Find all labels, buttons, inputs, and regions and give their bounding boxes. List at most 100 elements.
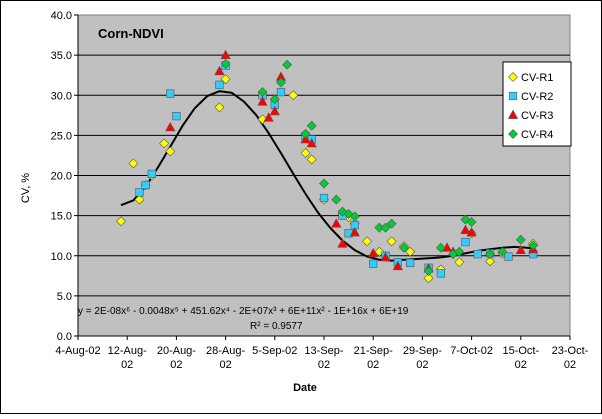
data-point <box>116 216 126 227</box>
y-tick-label: 0.0 <box>57 331 72 343</box>
legend: CV-R1 CV-R2 CV-R3 CV-R4 <box>502 61 572 147</box>
data-point <box>369 259 378 268</box>
data-point <box>515 244 526 255</box>
x-tick-label: 20-Aug-02 <box>157 345 196 371</box>
data-point <box>435 242 446 253</box>
data-point <box>147 169 156 178</box>
y-tick-labels: 0.0 5.0 10.0 15.0 20.0 25.0 30.0 35.0 40.0 <box>51 10 72 343</box>
series-cv-r4 <box>220 59 539 276</box>
x-tick-labels: 4-Aug-02 12-Aug-02 20-Aug-02 28-Aug-02 5-Sep… <box>55 345 588 371</box>
data-point <box>466 217 477 227</box>
data-point <box>454 246 465 257</box>
legend-label: CV-R1 <box>521 72 553 84</box>
data-point <box>141 181 150 190</box>
data-point <box>331 218 342 228</box>
data-point <box>405 258 415 268</box>
data-point <box>135 188 144 197</box>
data-point <box>380 222 391 233</box>
y-tick-label: 30.0 <box>51 90 72 102</box>
y-tick-label: 5.0 <box>57 291 72 303</box>
data-point <box>337 238 348 248</box>
data-point <box>528 240 539 251</box>
data-point <box>172 112 181 121</box>
data-point <box>392 260 403 271</box>
x-tick-label: 4-Aug-02 <box>55 345 100 357</box>
y-tick-label: 15.0 <box>51 211 72 223</box>
data-point <box>319 193 329 203</box>
data-point <box>276 87 286 97</box>
data-point <box>220 49 231 60</box>
data-point <box>134 194 145 205</box>
x-tick-label: 21-Sep-02 <box>354 345 393 371</box>
data-point <box>269 105 280 116</box>
data-point <box>399 242 409 253</box>
data-point <box>165 121 176 132</box>
data-point <box>319 178 329 189</box>
data-point <box>300 148 311 158</box>
trendline-equation: y = 2E-08x⁶ - 0.0048x⁵ + 451.62x⁴ - 2E+0… <box>78 306 409 317</box>
y-tick-label: 25.0 <box>51 130 72 142</box>
x-tick-label: 28-Aug-02 <box>206 345 245 371</box>
x-tick-label: 12-Aug-02 <box>108 345 147 371</box>
legend-marker <box>507 109 519 119</box>
data-point <box>331 194 342 205</box>
legend-label: CV-R2 <box>521 91 553 103</box>
x-tick-label: 15-Oct-02 <box>502 345 539 371</box>
data-point <box>349 211 360 222</box>
data-point <box>300 133 311 144</box>
data-point <box>300 128 311 139</box>
data-point <box>214 102 225 113</box>
data-point <box>460 224 471 234</box>
data-point <box>159 138 170 149</box>
data-point <box>263 112 274 122</box>
data-point <box>288 90 299 101</box>
x-tick-label: 29-Sep-02 <box>403 345 442 371</box>
data-point <box>386 218 397 229</box>
y-tick-label: 20.0 <box>51 171 72 183</box>
legend-marker <box>508 91 518 101</box>
data-point <box>214 65 225 76</box>
data-point <box>380 251 391 262</box>
data-point <box>466 227 477 237</box>
data-point <box>454 257 465 268</box>
y-axis-label: CV, % <box>20 173 32 203</box>
data-point <box>504 252 513 261</box>
data-point <box>276 77 286 88</box>
x-tick-label: 7-Oct-02 <box>450 345 493 357</box>
data-points <box>116 49 539 284</box>
gridlines <box>78 54 570 297</box>
trendline <box>120 90 534 262</box>
data-point <box>485 249 495 260</box>
data-point <box>349 227 360 237</box>
data-point <box>461 238 470 247</box>
data-point <box>436 269 445 278</box>
y-tick-label: 40.0 <box>51 10 72 22</box>
data-point <box>485 256 495 267</box>
data-point <box>405 246 416 257</box>
trendline-group <box>120 90 534 262</box>
axes <box>74 14 571 340</box>
data-point <box>497 246 508 257</box>
data-point <box>368 247 379 258</box>
x-axis-label: Date <box>293 382 317 394</box>
legend-marker <box>508 129 518 139</box>
data-point <box>282 59 293 70</box>
x-tick-label: 5-Sep-02 <box>252 345 297 357</box>
data-point <box>515 234 526 245</box>
legend-marker <box>508 72 518 82</box>
legend-label: CV-R3 <box>521 110 553 122</box>
data-point <box>165 146 176 157</box>
y-tick-label: 10.0 <box>51 251 72 263</box>
data-point <box>386 236 397 247</box>
data-point <box>423 273 434 284</box>
data-point <box>128 158 139 169</box>
data-point <box>215 80 224 89</box>
chart-title: Corn-NDVI <box>98 26 164 41</box>
data-point <box>362 236 372 247</box>
x-tick-label: 23-Oct-02 <box>552 345 589 371</box>
trendline-r-squared: R² = 0.9577 <box>250 321 303 332</box>
x-tick-label: 13-Sep-02 <box>304 345 343 371</box>
data-point <box>166 89 175 98</box>
